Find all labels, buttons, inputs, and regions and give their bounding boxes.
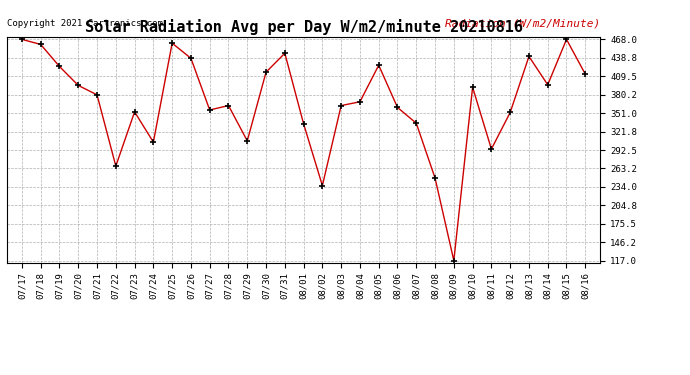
- Text: Radiation (W/m2/Minute): Radiation (W/m2/Minute): [445, 18, 600, 28]
- Title: Solar Radiation Avg per Day W/m2/minute 20210816: Solar Radiation Avg per Day W/m2/minute …: [85, 19, 522, 35]
- Text: Copyright 2021 Cartronics.com: Copyright 2021 Cartronics.com: [7, 20, 163, 28]
